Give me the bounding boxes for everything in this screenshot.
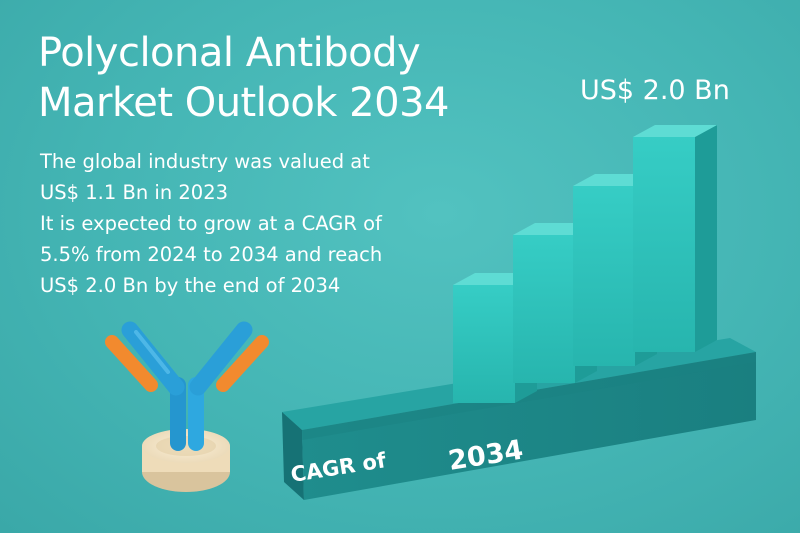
bar-front-face [573, 186, 635, 366]
title-line-2: Market Outlook 2034 [38, 80, 449, 126]
description-line-4: 5.5% from 2024 to 2034 and reach [40, 243, 383, 266]
antibody-icon [105, 321, 269, 492]
bar-front-face [513, 235, 575, 383]
description-line-3: It is expected to grow at a CAGR of [40, 212, 382, 235]
description-line-1: The global industry was valued at [40, 150, 370, 173]
bar-front-face [453, 285, 515, 403]
market-value-label: US$ 2.0 Bn [580, 75, 730, 106]
page-title: Polyclonal Antibody Market Outlook 2034 [38, 28, 558, 128]
title-line-1: Polyclonal Antibody [38, 30, 421, 76]
description-line-5: US$ 2.0 Bn by the end of 2034 [40, 274, 341, 297]
market-description: The global industry was valued at US$ 1.… [40, 146, 460, 301]
chart-bar-4 [633, 125, 717, 352]
chart-bars [453, 125, 717, 403]
description-line-2: US$ 1.1 Bn in 2023 [40, 181, 229, 204]
bar-side-face [695, 125, 717, 352]
bar-top-face [633, 125, 717, 137]
bar-front-face [633, 137, 695, 352]
